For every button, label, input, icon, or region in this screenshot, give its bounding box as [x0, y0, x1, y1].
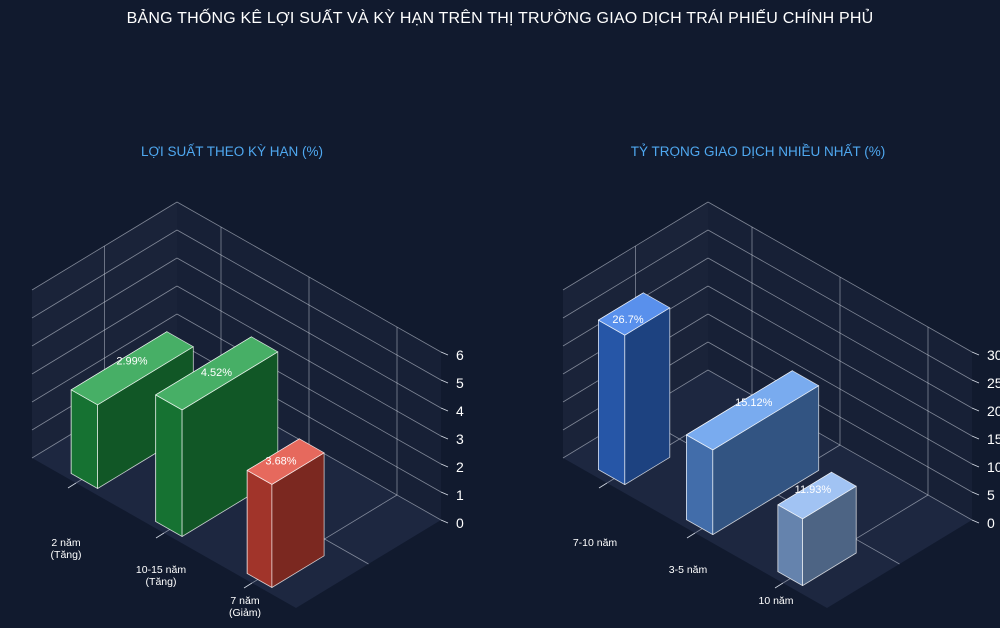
y-tick-label: 10 — [987, 459, 1000, 475]
x-tick — [774, 582, 784, 589]
bar-face-top — [246, 438, 325, 485]
y-tick — [971, 407, 980, 412]
y-tick-label: 20 — [987, 403, 1000, 419]
y-tick-label: 5 — [456, 375, 464, 391]
y-tick — [971, 351, 980, 356]
y-tick — [971, 379, 980, 384]
data-label: 15.12% — [735, 397, 773, 409]
bar-face-top — [70, 331, 194, 406]
y-tick — [440, 463, 449, 468]
y-tick — [971, 491, 980, 496]
data-label: 4.52% — [201, 367, 232, 379]
category-label: 10 năm — [758, 595, 793, 607]
x-tick — [155, 532, 165, 539]
bar-2 — [155, 336, 279, 537]
x-tick — [686, 532, 696, 539]
x-tick — [243, 582, 253, 589]
y-tick — [440, 519, 449, 524]
left-chart-title: LỢI SUẤT THEO KỲ HẠN (%) — [140, 144, 324, 159]
y-tick-label: 2 — [456, 459, 464, 475]
bar-face-front — [686, 434, 714, 535]
y-tick-label: 25 — [987, 375, 1000, 391]
y-tick-label: 0 — [987, 515, 995, 531]
category-label: 3-5 năm — [669, 564, 708, 576]
chart-1: 0 1 2 3 4 5 6 2.99% 2 năm (Tăng) 4.52% 10-15 năm (Tă… — [31, 201, 464, 619]
data-label: 11.93% — [795, 484, 832, 496]
y-tick-label: 4 — [456, 403, 464, 419]
category-label: 2 năm (Tăng) — [51, 537, 82, 561]
data-label: 2.99% — [116, 356, 147, 368]
y-tick-label: 3 — [456, 431, 464, 447]
y-tick-label: 30 — [987, 347, 1000, 363]
bar-face-front — [70, 389, 98, 489]
data-label: 26.7% — [612, 314, 643, 326]
right-chart-title: TỶ TRỌNG GIAO DỊCH NHIỀU NHẤT (%) — [630, 144, 886, 159]
data-label: 3.68% — [265, 455, 296, 467]
category-label: 10-15 năm (Tăng) — [136, 564, 186, 588]
bar-face-front — [246, 469, 273, 588]
y-tick — [440, 351, 449, 356]
page-title: BẢNG THỐNG KÊ LỢI SUẤT VÀ KỲ HẠN TRÊN TH… — [126, 10, 874, 27]
bar-face-front — [598, 319, 626, 486]
bar-face-top — [686, 370, 820, 451]
y-tick — [440, 491, 449, 496]
y-tick — [971, 463, 980, 468]
bar-face-right — [624, 307, 671, 486]
bar-face-top — [777, 471, 857, 520]
bar-1 — [70, 331, 194, 489]
y-tick-label: 6 — [456, 347, 464, 363]
y-tick — [440, 379, 449, 384]
y-tick — [971, 519, 980, 524]
bar-1 — [598, 292, 671, 486]
y-tick — [971, 435, 980, 440]
category-label: 7-10 năm — [573, 537, 618, 549]
bar-face-top — [598, 292, 671, 336]
y-tick-label: 1 — [456, 487, 464, 503]
x-tick — [598, 482, 608, 489]
category-label: 7 năm (Giảm) — [229, 595, 261, 619]
chart-2: 0 5 10 15 20 25 30 26.7% 7-10 năm 15.12% 3-5 năm 11… — [562, 201, 1000, 608]
bar-face-front — [155, 394, 183, 537]
bar-3 — [777, 471, 857, 586]
y-tick-label: 15 — [987, 431, 1000, 447]
bar-face-top — [155, 336, 279, 411]
bar-2 — [686, 370, 820, 535]
y-tick-label: 0 — [456, 515, 464, 531]
y-tick-label: 5 — [987, 487, 995, 503]
bar-3 — [246, 438, 325, 588]
y-tick — [440, 435, 449, 440]
x-tick — [67, 482, 77, 489]
y-tick — [440, 407, 449, 412]
